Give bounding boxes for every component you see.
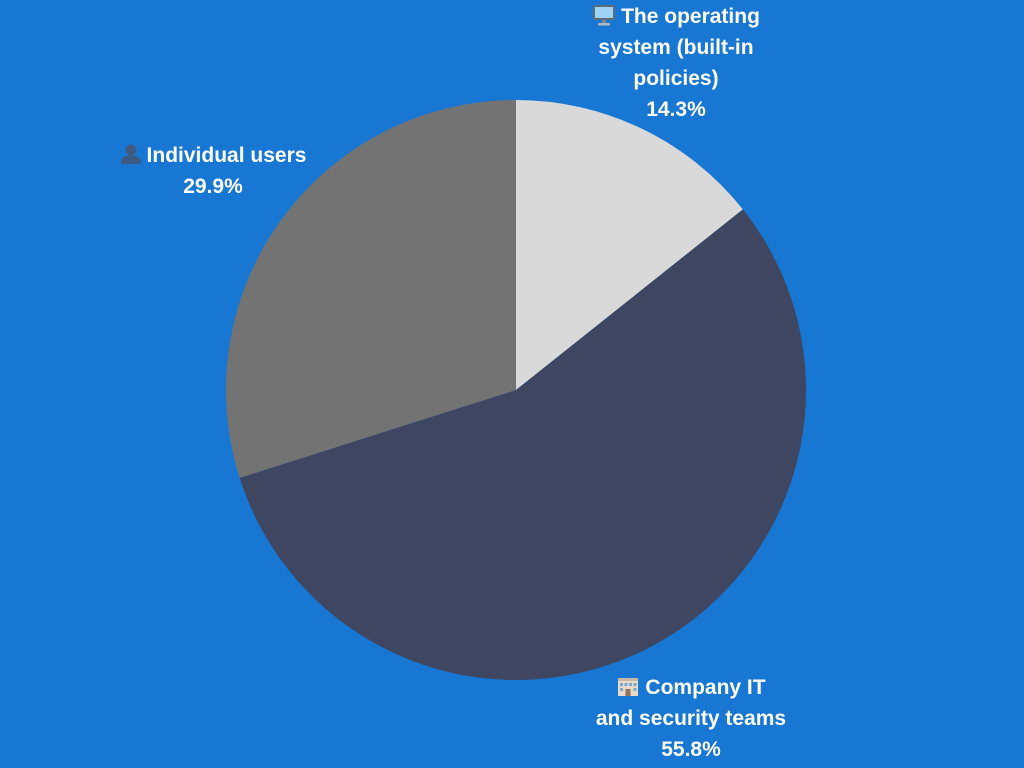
desktop-computer-icon — [593, 5, 616, 26]
slice-value-label: 55.8% — [661, 738, 721, 761]
slice-label-line: policies) — [633, 67, 719, 90]
slice-value-label: 29.9% — [183, 175, 243, 198]
pie-slice-0 — [516, 100, 743, 390]
slice-label-company-it: Company IT and security teams 55.8% — [560, 672, 822, 765]
slice-label-line: The operating — [621, 5, 760, 28]
slice-label-line: system (built-in — [598, 36, 754, 59]
pie-slice-2 — [225, 100, 516, 478]
slice-value-label: 14.3% — [646, 98, 706, 121]
slice-label-line: and security teams — [595, 707, 787, 730]
user-silhouette-icon — [120, 144, 141, 164]
slice-label-line: Individual users — [146, 144, 307, 167]
pie-slice-1 — [239, 209, 806, 681]
slice-label-line: Company IT — [645, 676, 766, 699]
slice-label-individual-users: Individual users 29.9% — [98, 140, 328, 202]
slice-label-operating-system: The operating system (built-in policies)… — [540, 1, 812, 125]
pie-slices — [225, 100, 806, 681]
office-building-icon — [618, 678, 639, 696]
